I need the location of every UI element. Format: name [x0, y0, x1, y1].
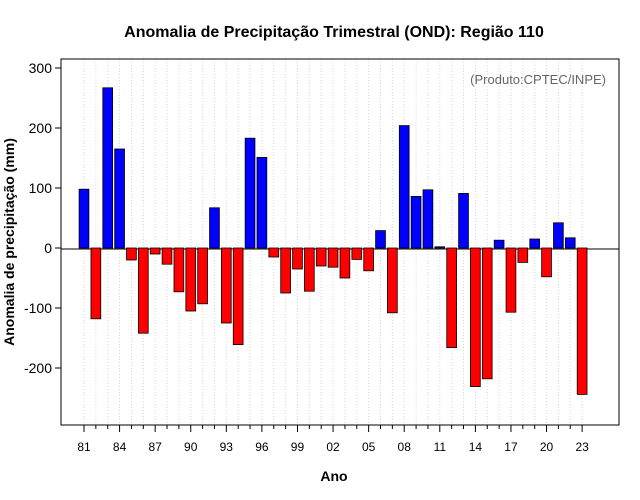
xtick-label-23: 23: [575, 440, 589, 454]
bar-84: [114, 148, 125, 249]
bar-15: [481, 247, 493, 380]
bar-02: [327, 247, 339, 268]
bar-85: [126, 247, 137, 261]
bar-91: [197, 247, 208, 305]
bar-06: [375, 230, 386, 249]
bar-90: [185, 247, 197, 312]
ytick-label-0: 0: [44, 240, 52, 256]
xtick-label-84: 84: [113, 440, 127, 454]
bar-87: [149, 247, 161, 255]
xtick-label-17: 17: [504, 440, 518, 454]
bar-82: [90, 247, 102, 320]
xtick-label-05: 05: [362, 440, 376, 454]
ytick-label-300: 300: [29, 60, 53, 76]
bar-00: [304, 247, 315, 292]
bar-22: [564, 237, 576, 249]
bar-09: [410, 195, 422, 249]
xtick-label-81: 81: [77, 440, 91, 454]
bar-05: [363, 247, 374, 272]
bar-12: [446, 247, 457, 348]
x-axis: 81 84 87 90 93 96 99 02 05 08 11 14 17 20 23: [77, 425, 589, 454]
y-axis: -200 -100 0 100 200 300: [24, 60, 61, 376]
bar-14: [470, 247, 481, 388]
y-axis-label: Anomalia de precipitação (mm): [1, 138, 17, 346]
bar-94: [232, 247, 244, 345]
ytick-label-100: 100: [29, 180, 53, 196]
bar-23: [576, 247, 588, 395]
xtick-label-20: 20: [540, 440, 554, 454]
ytick-label--200: -200: [24, 360, 52, 376]
xtick-label-90: 90: [184, 440, 198, 454]
bar-95: [244, 137, 256, 249]
plot-frame: [60, 58, 620, 426]
bar-98: [280, 247, 291, 294]
bar-04: [351, 247, 363, 260]
bar-10: [422, 189, 434, 249]
bar-01: [315, 247, 327, 267]
bar-93: [221, 247, 232, 324]
xtick-label-93: 93: [220, 440, 234, 454]
xtick-label-02: 02: [326, 440, 340, 454]
ytick-label-200: 200: [29, 120, 53, 136]
xtick-label-96: 96: [255, 440, 269, 454]
bar-97: [268, 247, 280, 258]
bars: [78, 87, 588, 395]
bar-21: [553, 222, 564, 249]
xtick-label-11: 11: [434, 440, 447, 454]
bar-11: [434, 246, 446, 249]
bar-08: [398, 125, 410, 249]
bar-99: [292, 247, 303, 270]
bar-96: [256, 156, 268, 249]
credit-text: (Produto:CPTEC/INPE): [470, 72, 606, 87]
bar-17: [505, 247, 517, 313]
bar-13: [458, 192, 469, 249]
bar-81: [78, 188, 90, 249]
bar-88: [161, 247, 173, 265]
xtick-label-99: 99: [291, 440, 305, 454]
ytick-label--100: -100: [24, 300, 52, 316]
xtick-label-08: 08: [398, 440, 412, 454]
xtick-label-87: 87: [148, 440, 162, 454]
xtick-label-14: 14: [469, 440, 483, 454]
chart-title: Anomalia de Precipitação Trimestral (OND…: [124, 24, 544, 41]
bar-16: [493, 239, 505, 249]
bar-92: [209, 207, 220, 249]
bar-83: [102, 87, 114, 249]
bar-86: [137, 247, 149, 334]
bar-20: [541, 247, 552, 278]
x-axis-label: Ano: [320, 468, 347, 484]
bar-19: [529, 238, 540, 249]
bar-03: [339, 247, 351, 279]
bar-07: [387, 247, 398, 314]
bar-18: [517, 247, 529, 263]
bar-89: [173, 247, 185, 293]
